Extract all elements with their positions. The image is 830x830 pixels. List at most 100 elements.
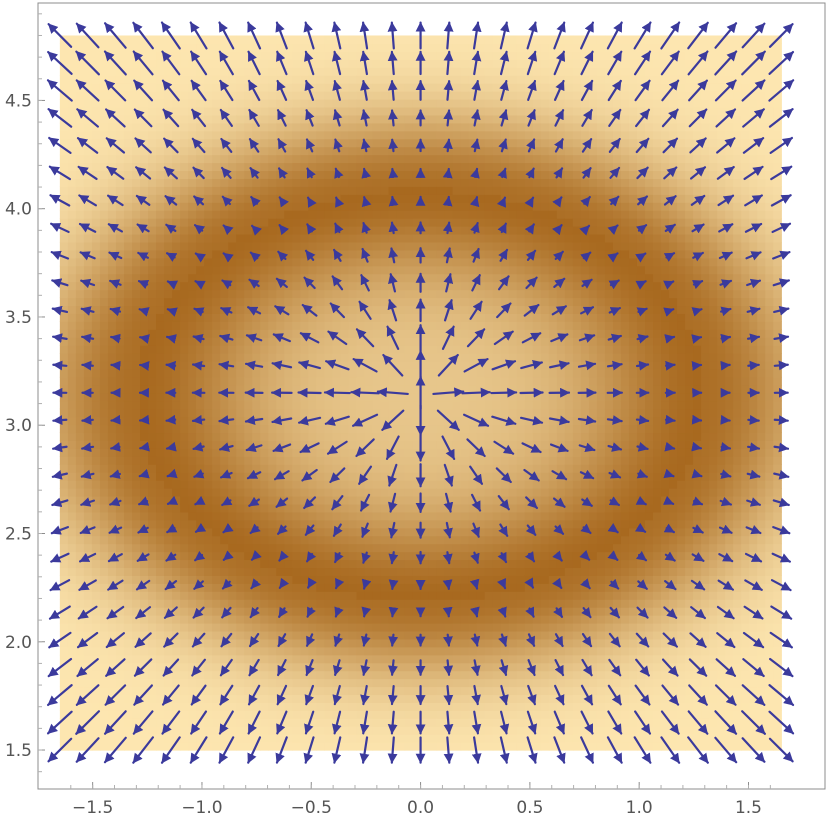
density-cell xyxy=(276,615,285,624)
density-cell xyxy=(460,265,470,275)
density-cell xyxy=(380,297,390,307)
density-cell xyxy=(292,646,301,656)
density-cell xyxy=(236,742,245,751)
density-cell xyxy=(91,106,101,116)
density-cell xyxy=(356,583,366,592)
density-cell xyxy=(107,448,117,457)
density-cell xyxy=(188,281,197,291)
density-cell xyxy=(188,392,197,402)
density-cell xyxy=(364,591,374,600)
density-cell xyxy=(99,519,109,529)
density-cell xyxy=(123,233,133,243)
density-cell xyxy=(268,678,277,688)
density-cell xyxy=(115,726,125,735)
density-cell xyxy=(156,297,165,307)
density-cell xyxy=(75,353,85,362)
density-cell xyxy=(380,337,390,346)
density-cell xyxy=(91,297,101,307)
density-cell xyxy=(123,662,133,672)
density-cell xyxy=(123,575,133,584)
density-cell xyxy=(260,35,269,45)
density-cell xyxy=(292,186,301,195)
density-cell xyxy=(268,43,277,52)
density-cell xyxy=(268,488,277,497)
density-cell xyxy=(452,472,462,481)
density-cell xyxy=(492,218,502,227)
density-cell xyxy=(292,742,301,751)
density-cell xyxy=(356,432,366,441)
density-cell xyxy=(148,273,157,283)
density-cell xyxy=(212,194,221,203)
density-cell xyxy=(396,495,406,505)
density-cell xyxy=(91,170,101,179)
density-cell xyxy=(196,376,205,386)
density-cell xyxy=(164,535,173,545)
density-cell xyxy=(348,742,358,751)
density-cell xyxy=(284,464,293,473)
density-cell xyxy=(308,615,317,624)
density-cell xyxy=(316,408,325,418)
density-cell xyxy=(284,456,293,465)
density-cell xyxy=(140,91,149,100)
density-cell xyxy=(484,408,494,418)
density-cell xyxy=(300,281,309,291)
density-cell xyxy=(83,464,93,473)
density-cell xyxy=(260,527,269,537)
density-cell xyxy=(75,424,85,434)
density-cell xyxy=(396,114,406,124)
density-cell xyxy=(180,622,189,632)
density-cell xyxy=(188,233,197,243)
density-cell xyxy=(300,194,309,203)
density-cell xyxy=(132,241,141,251)
density-cell xyxy=(268,162,277,172)
density-cell xyxy=(484,337,494,346)
density-cell xyxy=(107,400,117,410)
density-cell xyxy=(91,249,101,259)
density-cell xyxy=(332,313,342,322)
density-cell xyxy=(404,67,414,76)
density-cell xyxy=(420,35,430,45)
density-cell xyxy=(180,249,189,259)
density-cell xyxy=(452,202,462,211)
density-cell xyxy=(228,670,237,680)
density-cell xyxy=(316,297,325,307)
density-cell xyxy=(492,194,502,203)
density-cell xyxy=(204,146,213,156)
density-cell xyxy=(380,67,390,76)
density-cell xyxy=(115,591,125,600)
density-cell xyxy=(476,464,486,473)
density-cell xyxy=(420,98,430,108)
density-cell xyxy=(91,384,101,394)
density-cell xyxy=(83,376,93,386)
density-cell xyxy=(212,51,221,60)
density-cell xyxy=(380,519,390,529)
density-cell xyxy=(380,599,390,608)
density-cell xyxy=(204,654,213,664)
density-cell xyxy=(492,638,502,648)
density-cell xyxy=(340,257,350,267)
density-cell xyxy=(156,583,165,592)
density-cell xyxy=(452,638,462,648)
density-cell xyxy=(67,718,77,727)
density-cell xyxy=(196,210,205,219)
density-cell xyxy=(228,218,237,227)
density-cell xyxy=(316,464,325,473)
density-cell xyxy=(380,646,390,656)
density-cell xyxy=(196,273,205,283)
density-cell xyxy=(380,567,390,576)
density-cell xyxy=(356,241,366,251)
density-cell xyxy=(260,154,269,164)
density-cell xyxy=(220,202,229,211)
density-cell xyxy=(268,503,277,513)
density-cell xyxy=(324,408,333,418)
density-cell xyxy=(428,392,438,402)
density-cell xyxy=(284,75,293,84)
density-cell xyxy=(396,281,406,291)
density-cell xyxy=(300,146,309,156)
density-cell xyxy=(99,686,109,696)
density-cell xyxy=(252,210,261,219)
density-cell xyxy=(244,432,253,441)
density-cell xyxy=(196,591,205,600)
density-cell xyxy=(59,376,69,386)
density-cell xyxy=(292,424,301,434)
